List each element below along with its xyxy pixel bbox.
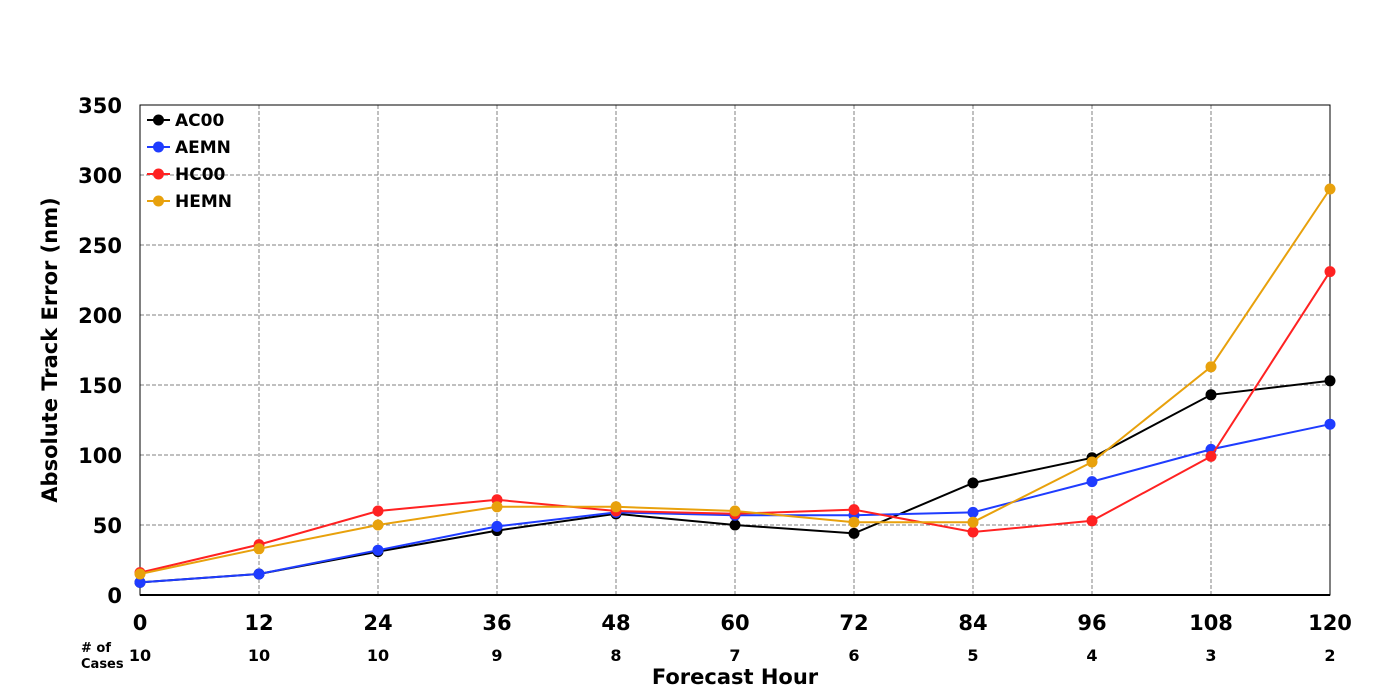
data-point	[1324, 183, 1336, 195]
case-count: 10	[367, 646, 389, 665]
case-count: 8	[610, 646, 621, 665]
x-tick-label: 108	[1189, 611, 1233, 635]
legend-label: HEMN	[175, 192, 232, 212]
data-point	[134, 568, 146, 580]
case-count: 10	[248, 646, 270, 665]
cases-label-line-2: Cases	[81, 657, 124, 672]
cases-row: 10 10 10 9 8 7 6 5 4 3 2	[129, 646, 1336, 665]
x-tick-label: 84	[958, 611, 987, 635]
legend-item: AC00	[147, 111, 224, 131]
y-tick-label: 150	[78, 374, 122, 398]
data-point	[610, 501, 622, 513]
y-tick-label: 100	[78, 444, 122, 468]
data-point	[253, 543, 265, 555]
x-tick-label: 24	[363, 611, 392, 635]
case-count: 5	[967, 646, 978, 665]
y-tick-label: 350	[78, 94, 122, 118]
y-axis-ticks: 0 50 100 150 200 250 300 350	[78, 94, 122, 608]
x-tick-label: 12	[244, 611, 273, 635]
data-point	[1086, 476, 1098, 488]
data-point	[1086, 456, 1098, 468]
data-point	[848, 504, 860, 516]
legend-label: HC00	[175, 165, 226, 185]
data-point	[967, 477, 979, 489]
legend-label: AC00	[175, 111, 224, 131]
data-point	[491, 501, 503, 513]
case-count: 9	[491, 646, 502, 665]
x-axis-title: Forecast Hour	[652, 665, 819, 689]
x-axis-ticks: 0 12 24 36 48 60 72 84 96 108 120	[133, 611, 1352, 635]
data-point	[491, 520, 503, 532]
case-count: 7	[729, 646, 740, 665]
data-point	[729, 519, 741, 531]
legend-item: HEMN	[147, 192, 232, 212]
data-point	[967, 506, 979, 518]
y-tick-label: 50	[93, 514, 122, 538]
legend-swatch-marker	[153, 114, 164, 126]
data-point	[1324, 266, 1336, 278]
case-count: 6	[848, 646, 859, 665]
legend-item: AEMN	[147, 138, 231, 158]
data-point	[253, 568, 265, 580]
data-point	[372, 519, 384, 531]
legend: AC00 AEMN HC00 HEMN	[147, 111, 232, 212]
legend-label: AEMN	[175, 138, 231, 158]
x-tick-label: 0	[133, 611, 148, 635]
legend-swatch-marker	[153, 141, 164, 153]
data-point	[372, 544, 384, 556]
case-count: 2	[1324, 646, 1335, 665]
y-tick-label: 200	[78, 304, 122, 328]
series-lines	[134, 183, 1336, 588]
data-point	[848, 516, 860, 528]
case-count: 4	[1086, 646, 1097, 665]
data-point	[1205, 450, 1217, 462]
series-hemn	[134, 183, 1336, 580]
data-point	[848, 527, 860, 539]
data-point	[1205, 361, 1217, 373]
case-count: 10	[129, 646, 151, 665]
legend-swatch-marker	[153, 168, 164, 180]
data-point	[372, 505, 384, 517]
x-tick-label: 72	[839, 611, 868, 635]
data-point	[134, 576, 146, 588]
cases-label-line-1: # of	[81, 641, 111, 656]
data-point	[967, 526, 979, 538]
data-point	[1205, 389, 1217, 401]
y-tick-label: 300	[78, 164, 122, 188]
y-tick-label: 250	[78, 234, 122, 258]
data-point	[729, 505, 741, 517]
case-count: 3	[1205, 646, 1216, 665]
x-tick-label: 60	[720, 611, 749, 635]
data-point	[1324, 375, 1336, 387]
y-tick-label: 0	[107, 584, 122, 608]
x-tick-label: 36	[482, 611, 511, 635]
data-point	[1086, 515, 1098, 527]
x-tick-label: 96	[1077, 611, 1106, 635]
data-point	[1324, 418, 1336, 430]
legend-swatch-marker	[153, 195, 164, 207]
cases-label: # of Cases	[81, 641, 124, 672]
x-tick-label: 120	[1308, 611, 1352, 635]
legend-item: HC00	[147, 165, 226, 185]
data-point	[967, 516, 979, 528]
y-axis-title: Absolute Track Error (nm)	[38, 197, 62, 502]
x-tick-label: 48	[601, 611, 630, 635]
